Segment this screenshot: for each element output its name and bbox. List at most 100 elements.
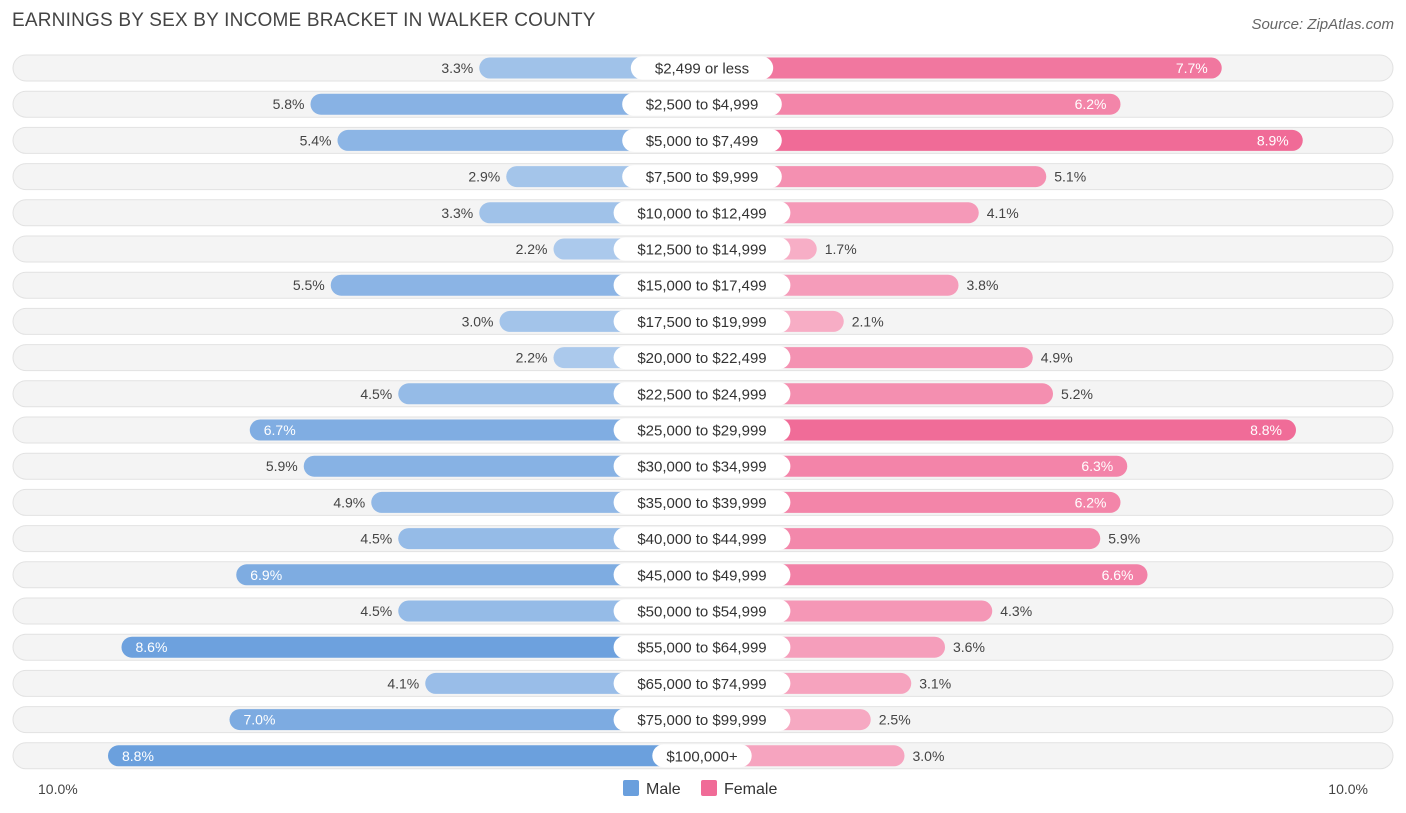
legend-label-female: Female xyxy=(724,781,777,798)
male-value-label: 4.5% xyxy=(360,603,392,619)
female-value-label: 6.2% xyxy=(1075,494,1107,510)
chart-title: EARNINGS BY SEX BY INCOME BRACKET IN WAL… xyxy=(12,10,596,31)
category-label: $17,500 to $19,999 xyxy=(637,314,766,331)
category-label-background xyxy=(652,744,752,768)
female-bar xyxy=(702,93,1121,115)
female-value-label: 5.1% xyxy=(1054,169,1086,185)
female-value-label: 7.7% xyxy=(1176,60,1208,76)
category-label: $30,000 to $34,999 xyxy=(637,459,766,476)
axis-max-label: 10.0% xyxy=(1328,781,1368,797)
female-value-label: 3.1% xyxy=(919,675,951,691)
female-value-label: 1.7% xyxy=(825,241,857,257)
male-value-label: 8.8% xyxy=(122,748,154,764)
male-value-label: 5.4% xyxy=(300,132,332,148)
male-value-label: 7.0% xyxy=(244,712,276,728)
male-bar xyxy=(249,419,702,441)
legend-label-male: Male xyxy=(646,781,681,798)
category-label-background xyxy=(613,418,791,442)
category-label-background xyxy=(613,708,791,732)
male-value-label: 6.7% xyxy=(264,422,296,438)
category-label: $20,000 to $22,499 xyxy=(637,350,766,367)
male-value-label: 5.9% xyxy=(266,458,298,474)
category-label-background xyxy=(613,599,791,623)
male-value-label: 5.8% xyxy=(273,96,305,112)
female-value-label: 2.5% xyxy=(879,712,911,728)
female-bar xyxy=(702,166,1047,188)
female-value-label: 4.3% xyxy=(1000,603,1032,619)
category-label: $40,000 to $44,999 xyxy=(637,531,766,548)
category-label: $55,000 to $64,999 xyxy=(637,640,766,657)
male-value-label: 8.6% xyxy=(136,639,168,655)
category-label-background xyxy=(613,671,791,695)
male-bar xyxy=(236,564,702,586)
category-label: $15,000 to $17,499 xyxy=(637,278,766,295)
female-value-label: 5.2% xyxy=(1061,386,1093,402)
female-value-label: 3.0% xyxy=(913,748,945,764)
category-label: $2,499 or less xyxy=(655,61,749,78)
category-label: $10,000 to $12,499 xyxy=(637,205,766,222)
category-label: $25,000 to $29,999 xyxy=(637,423,766,440)
category-label: $45,000 to $49,999 xyxy=(637,567,766,584)
chart-source: Source: ZipAtlas.com xyxy=(1251,16,1394,33)
female-bar xyxy=(702,419,1296,441)
male-value-label: 2.2% xyxy=(516,350,548,366)
male-value-label: 6.9% xyxy=(250,567,282,583)
female-value-label: 6.3% xyxy=(1081,458,1113,474)
female-value-label: 4.9% xyxy=(1041,350,1073,366)
category-label: $100,000+ xyxy=(666,748,738,765)
male-bar xyxy=(303,455,702,477)
female-bar xyxy=(702,455,1128,477)
male-bar xyxy=(121,636,702,658)
category-label-background xyxy=(613,527,791,551)
male-value-label: 4.1% xyxy=(387,675,419,691)
category-label-background xyxy=(613,454,791,478)
male-bar xyxy=(330,274,702,296)
category-label-background xyxy=(630,56,774,80)
female-value-label: 8.9% xyxy=(1257,132,1289,148)
male-value-label: 3.3% xyxy=(441,205,473,221)
category-label: $12,500 to $14,999 xyxy=(637,242,766,259)
male-value-label: 4.5% xyxy=(360,386,392,402)
category-label: $2,500 to $4,999 xyxy=(646,97,759,114)
female-value-label: 3.8% xyxy=(967,277,999,293)
category-label: $50,000 to $54,999 xyxy=(637,604,766,621)
male-value-label: 5.5% xyxy=(293,277,325,293)
female-value-label: 2.1% xyxy=(852,313,884,329)
male-value-label: 4.9% xyxy=(333,494,365,510)
category-label-background xyxy=(613,635,791,659)
female-value-label: 5.9% xyxy=(1108,531,1140,547)
male-value-label: 3.3% xyxy=(441,60,473,76)
category-label-background xyxy=(613,563,791,587)
female-value-label: 6.6% xyxy=(1102,567,1134,583)
category-label-background xyxy=(622,128,782,152)
category-label-background xyxy=(613,382,791,406)
category-label-background xyxy=(613,490,791,514)
male-value-label: 2.9% xyxy=(468,169,500,185)
female-bar xyxy=(702,383,1053,405)
category-label-background xyxy=(613,237,791,261)
category-label-background xyxy=(613,346,791,370)
female-value-label: 4.1% xyxy=(987,205,1019,221)
male-value-label: 2.2% xyxy=(516,241,548,257)
female-bar xyxy=(702,57,1222,79)
category-label-background xyxy=(613,201,791,225)
female-value-label: 8.8% xyxy=(1250,422,1282,438)
category-label: $7,500 to $9,999 xyxy=(646,169,759,186)
category-label-background xyxy=(613,309,791,333)
category-label-background xyxy=(622,92,782,116)
legend-swatch-male xyxy=(623,780,639,796)
female-bar xyxy=(702,129,1303,151)
category-label: $22,500 to $24,999 xyxy=(637,386,766,403)
female-value-label: 3.6% xyxy=(953,639,985,655)
female-bar xyxy=(702,491,1121,513)
category-label-background xyxy=(622,165,782,189)
category-label: $75,000 to $99,999 xyxy=(637,712,766,729)
male-bar xyxy=(310,93,702,115)
female-value-label: 6.2% xyxy=(1075,96,1107,112)
female-bar xyxy=(702,564,1148,586)
legend-swatch-female xyxy=(701,780,717,796)
category-label-background xyxy=(613,273,791,297)
category-label: $65,000 to $74,999 xyxy=(637,676,766,693)
female-bar xyxy=(702,528,1101,550)
